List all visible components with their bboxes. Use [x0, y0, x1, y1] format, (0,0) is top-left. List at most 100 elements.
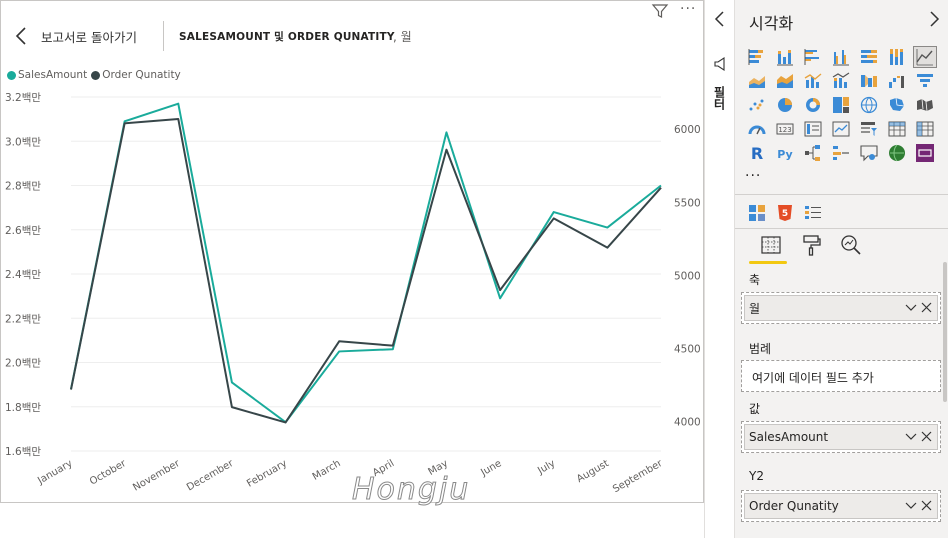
waterfall-chart-icon[interactable] — [885, 70, 909, 92]
card-icon[interactable]: 123 — [773, 118, 797, 140]
x-axis-tick-label: January — [35, 458, 74, 487]
tab-analytics[interactable] — [831, 234, 871, 264]
kpi-icon[interactable] — [829, 118, 853, 140]
close-icon[interactable] — [921, 431, 932, 442]
stacked-bar-icon[interactable] — [745, 46, 769, 68]
tab-format[interactable] — [791, 234, 831, 264]
back-to-report-label: 보고서로 돌아가기 — [41, 29, 137, 45]
data-point — [284, 421, 287, 424]
right-axis-tick-label: 6000 — [674, 124, 701, 136]
x-axis-tick-label: July — [535, 458, 557, 477]
divider — [735, 228, 948, 229]
axis-field-name: 월 — [749, 301, 761, 316]
axis-well[interactable]: 월 — [741, 292, 941, 324]
chevron-down-icon[interactable] — [905, 432, 917, 442]
speaker-icon[interactable] — [713, 56, 729, 72]
stacked-bar-100-icon[interactable] — [857, 46, 881, 68]
header-divider — [163, 21, 164, 51]
line-column-icon[interactable] — [801, 70, 825, 92]
legend-well[interactable]: 여기에 데이터 필드 추가 — [741, 360, 941, 392]
chart-title: SALESAMOUNT 및 ORDER QUNATITY — [179, 31, 395, 43]
scatter-chart-icon[interactable] — [745, 94, 769, 116]
html5-icon[interactable]: 5 — [773, 202, 797, 224]
funnel-chart-icon[interactable] — [913, 70, 937, 92]
treemap-icon[interactable] — [829, 94, 853, 116]
chevron-down-icon[interactable] — [905, 303, 917, 313]
r-visual-icon[interactable]: R — [745, 142, 769, 164]
axis-well-label: 축 — [749, 273, 761, 287]
area-chart-icon[interactable] — [745, 70, 769, 92]
visual-header: 보고서로 돌아가기 SALESAMOUNT 및 ORDER QUNATITY ,… — [1, 1, 705, 71]
chevron-left-icon[interactable] — [713, 10, 727, 28]
data-point — [391, 344, 394, 347]
pane-scrollbar[interactable] — [943, 262, 947, 402]
svg-text:5: 5 — [782, 209, 788, 219]
data-point — [660, 186, 663, 189]
stacked-column-icon[interactable] — [773, 46, 797, 68]
watermark: Hongju — [351, 472, 471, 508]
build-visual-icon[interactable] — [745, 202, 769, 224]
donut-chart-icon[interactable] — [801, 94, 825, 116]
analytics-magnifier-icon — [841, 235, 861, 255]
values-field-pill[interactable]: SalesAmount — [744, 424, 938, 450]
ribbon-chart-icon[interactable] — [857, 70, 881, 92]
data-point — [338, 340, 341, 343]
data-point — [177, 102, 180, 105]
data-point — [445, 148, 448, 151]
back-to-report-button[interactable]: 보고서로 돌아가기 — [13, 25, 137, 47]
legend-well-label: 범례 — [749, 342, 772, 356]
matrix-icon[interactable] — [913, 118, 937, 140]
paint-roller-icon — [803, 235, 821, 256]
decomposition-tree-icon[interactable] — [801, 142, 825, 164]
line-chart[interactable]: 1.6백만 1.8백만 2.0백만 2.2백만 2.4백만 2.6백만 2.8백만 3.0백만… — [1, 1, 705, 504]
line-stacked-column-icon[interactable] — [829, 70, 853, 92]
stacked-area-icon[interactable] — [773, 70, 797, 92]
x-axis-tick-label: March — [311, 458, 343, 483]
clustered-column-icon[interactable] — [829, 46, 853, 68]
visual-extras-row: 5 — [745, 202, 829, 224]
list-filter-icon[interactable] — [801, 202, 825, 224]
x-axis-tick-label: June — [478, 458, 503, 479]
report-bottom-area — [0, 503, 704, 538]
python-visual-icon[interactable]: Py — [773, 142, 797, 164]
visualizations-title: 시각화 — [749, 14, 794, 33]
map-icon[interactable] — [857, 94, 881, 116]
key-influencers-icon[interactable] — [829, 142, 853, 164]
close-icon[interactable] — [921, 302, 932, 313]
axis-field-pill[interactable]: 월 — [744, 295, 938, 321]
chevron-right-icon[interactable] — [927, 10, 941, 28]
chevron-down-icon[interactable] — [905, 501, 917, 511]
arcgis-map-icon[interactable] — [885, 142, 909, 164]
series-line-orders — [70, 117, 662, 424]
tab-fields[interactable] — [751, 234, 791, 264]
filter-icon[interactable] — [651, 3, 669, 19]
y2-well[interactable]: Order Qunatity — [741, 490, 941, 522]
left-axis-tick-label: 3.0백만 — [5, 136, 41, 148]
clustered-bar-icon[interactable] — [801, 46, 825, 68]
gauge-icon[interactable] — [745, 118, 769, 140]
multirow-card-icon[interactable] — [801, 118, 825, 140]
legend-item-sales[interactable]: SalesAmount — [7, 69, 87, 81]
values-field-name: SalesAmount — [749, 430, 829, 444]
qna-icon[interactable] — [857, 142, 881, 164]
power-apps-icon[interactable] — [913, 142, 937, 164]
filled-map-icon[interactable] — [885, 94, 909, 116]
report-canvas: 보고서로 돌아가기 SALESAMOUNT 및 ORDER QUNATITY ,… — [0, 0, 704, 503]
more-options-icon[interactable]: ··· — [680, 1, 697, 17]
table-icon[interactable] — [885, 118, 909, 140]
legend-dot-orders — [91, 70, 101, 80]
legend-item-orders[interactable]: Order Qunatity — [91, 69, 181, 81]
y2-field-pill[interactable]: Order Qunatity — [744, 493, 938, 519]
line-chart-icon[interactable] — [913, 46, 937, 68]
svg-text:Py: Py — [777, 148, 792, 161]
pie-chart-icon[interactable] — [773, 94, 797, 116]
data-point — [230, 406, 233, 409]
more-visuals-button[interactable]: ... — [745, 164, 762, 180]
close-icon[interactable] — [921, 500, 932, 511]
filters-pane-label[interactable]: 필터 — [712, 86, 726, 110]
slicer-icon[interactable] — [857, 118, 881, 140]
values-well[interactable]: SalesAmount — [741, 421, 941, 453]
shape-map-icon[interactable] — [913, 94, 937, 116]
stacked-column-100-icon[interactable] — [885, 46, 909, 68]
y2-well-label: Y2 — [749, 469, 764, 483]
